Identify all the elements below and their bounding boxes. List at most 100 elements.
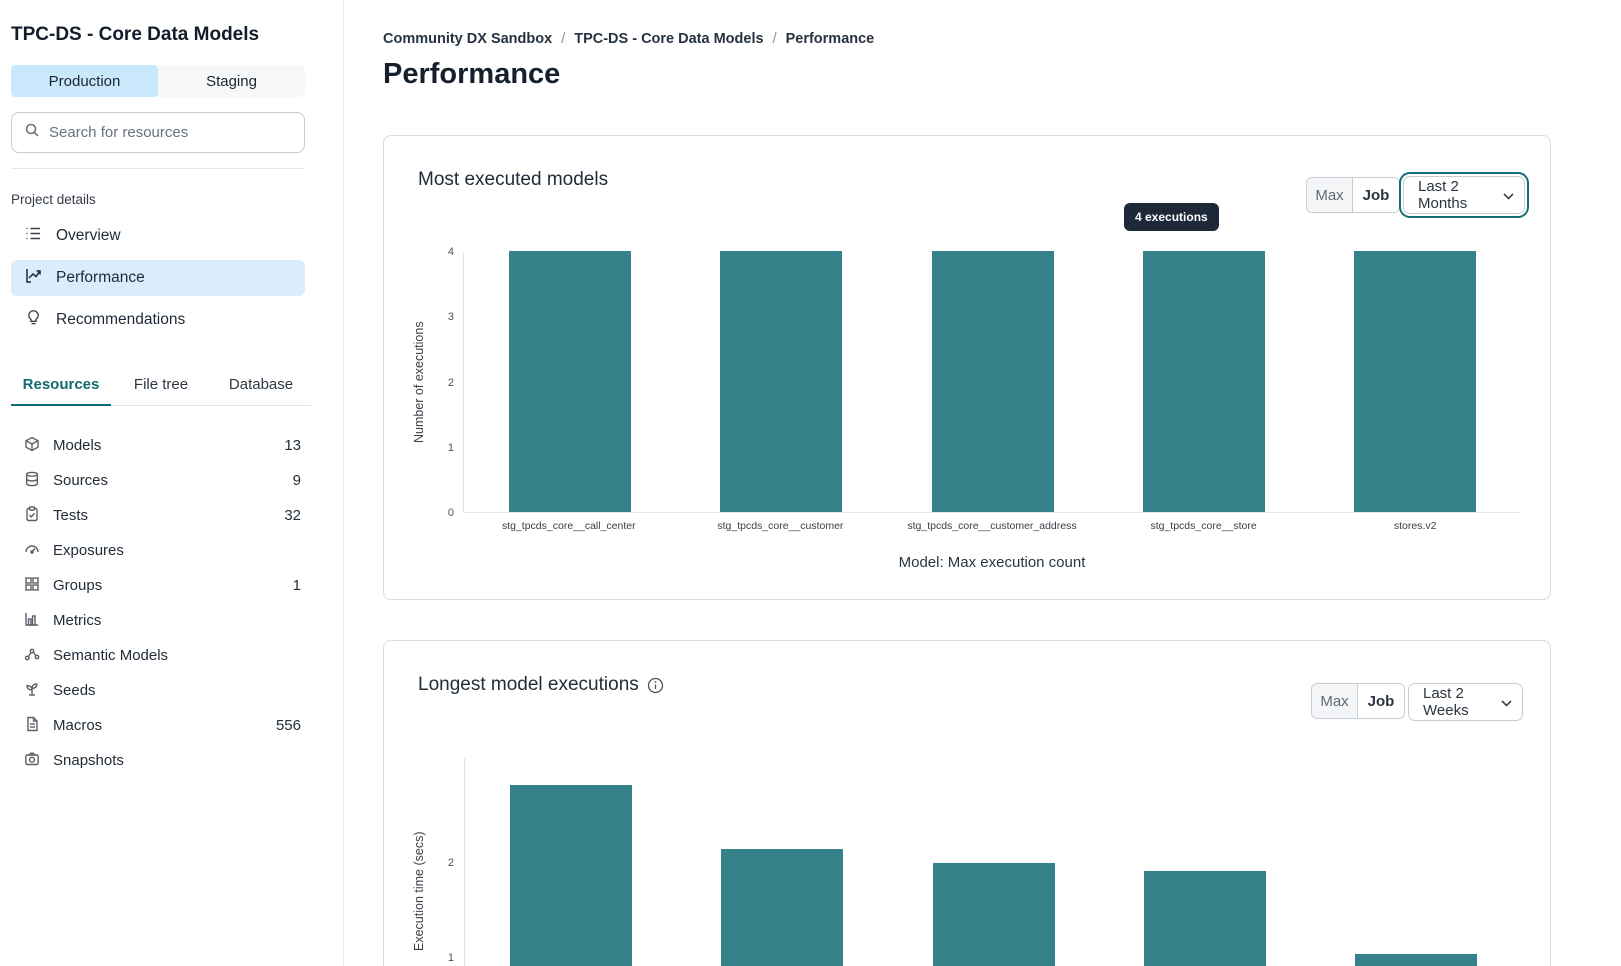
resource-label: Sources <box>53 472 109 489</box>
bar-cell <box>465 758 676 966</box>
max-button[interactable]: Max <box>1312 684 1358 718</box>
resource-count: 9 <box>292 472 301 489</box>
x-tick-label: stg_tpcds_core__customer <box>717 520 844 532</box>
bar[interactable] <box>1355 954 1478 966</box>
x-tick-label: stg_tpcds_core__customer_address <box>907 520 1077 532</box>
trend-chart-icon <box>25 267 42 289</box>
page-title: Performance <box>383 58 561 90</box>
tab-file-tree[interactable]: File tree <box>111 368 211 406</box>
plot-area <box>464 758 1522 966</box>
sidebar-divider <box>11 168 305 169</box>
breadcrumb-separator: / <box>561 31 566 47</box>
list-icon <box>25 225 42 247</box>
bar[interactable] <box>509 785 632 966</box>
plot-area <box>463 251 1521 513</box>
resource-label: Models <box>53 437 102 454</box>
resource-label: Tests <box>53 507 89 524</box>
search-input[interactable] <box>49 124 292 141</box>
job-button[interactable]: Job <box>1358 684 1404 718</box>
time-range-value: Last 2 Months <box>1418 178 1468 212</box>
bar[interactable] <box>1354 251 1477 512</box>
time-range-value: Last 2 Weeks <box>1423 685 1469 719</box>
tab-resources[interactable]: Resources <box>11 368 111 406</box>
y-tick-label: 2 <box>447 377 454 389</box>
resource-label: Exposures <box>53 542 124 559</box>
sidebar-item-label: Recommendations <box>56 311 186 328</box>
max-button[interactable]: Max <box>1307 178 1353 212</box>
grid-icon <box>24 576 40 596</box>
staging-toggle-button[interactable]: Staging <box>158 65 305 97</box>
time-range-dropdown[interactable]: Last 2 Months <box>1399 172 1529 218</box>
resource-item-tests[interactable]: Tests 32 <box>11 498 305 533</box>
resource-item-groups[interactable]: Groups 1 <box>11 568 305 603</box>
environment-toggle: Production Staging <box>11 65 305 97</box>
y-tick-label: 2 <box>447 857 454 869</box>
job-button-label: Job <box>1362 186 1390 204</box>
sidebar-item-overview[interactable]: Overview <box>11 218 305 254</box>
sidebar: TPC-DS - Core Data Models Production Sta… <box>0 0 344 966</box>
bar-cell <box>675 251 886 512</box>
main-content: Community DX Sandbox / TPC-DS - Core Dat… <box>344 0 1621 966</box>
x-tick-label: stores.v2 <box>1393 520 1437 532</box>
tab-database[interactable]: Database <box>211 368 311 406</box>
job-button[interactable]: Job <box>1353 178 1399 212</box>
resource-item-models[interactable]: Models 13 <box>11 428 305 463</box>
longest-model-executions-card: Longest model executions Max Job Last 2 … <box>383 640 1551 966</box>
resource-item-sources[interactable]: Sources 9 <box>11 463 305 498</box>
production-toggle-button[interactable]: Production <box>11 65 158 97</box>
aggregation-toggle: Max Job <box>1306 177 1400 213</box>
cube-icon <box>24 436 40 456</box>
resource-item-semantic-models[interactable]: Semantic Models <box>11 638 305 673</box>
x-axis-label: Model: Max execution count <box>898 554 1086 571</box>
sidebar-item-performance[interactable]: Performance <box>11 260 305 296</box>
project-details-nav: Overview Performance Recommendations <box>11 218 305 344</box>
bar-cell <box>1311 758 1522 966</box>
bar[interactable] <box>1142 251 1265 512</box>
bar[interactable] <box>721 849 844 966</box>
project-details-heading: Project details <box>11 192 96 207</box>
bar[interactable] <box>931 251 1054 512</box>
time-range-dropdown[interactable]: Last 2 Weeks <box>1408 683 1523 721</box>
resource-item-exposures[interactable]: Exposures <box>11 533 305 568</box>
bar[interactable] <box>508 251 631 512</box>
info-icon[interactable] <box>647 677 664 694</box>
bar-cell <box>1099 758 1310 966</box>
y-tick-label: 4 <box>447 246 454 258</box>
bar-cell <box>1098 251 1309 512</box>
resource-label: Macros <box>53 717 103 734</box>
card-title: Longest model executions <box>418 674 664 696</box>
document-icon <box>24 716 40 736</box>
sprout-icon <box>24 681 40 701</box>
sidebar-item-recommendations[interactable]: Recommendations <box>11 302 305 338</box>
resource-count: 32 <box>284 507 301 524</box>
y-axis-ticks: 0 1 2 3 4 <box>424 246 454 519</box>
breadcrumb: Community DX Sandbox / TPC-DS - Core Dat… <box>383 31 874 47</box>
breadcrumb-item-account[interactable]: Community DX Sandbox <box>383 31 553 47</box>
breadcrumb-separator: / <box>772 31 777 47</box>
resource-item-metrics[interactable]: Metrics <box>11 603 305 638</box>
resources-list: Models 13 Sources 9 Tests <box>11 428 305 778</box>
job-button-label: Job <box>1367 692 1395 710</box>
y-tick-label: 3 <box>447 311 454 323</box>
resource-item-seeds[interactable]: Seeds <box>11 673 305 708</box>
breadcrumb-item-project[interactable]: TPC-DS - Core Data Models <box>574 31 764 47</box>
resource-item-macros[interactable]: Macros 556 <box>11 708 305 743</box>
bar[interactable] <box>1143 871 1266 966</box>
most-executed-models-card: Most executed models Max Job Last 2 Mont… <box>383 135 1551 600</box>
lightbulb-icon <box>25 309 42 331</box>
resource-label: Metrics <box>53 612 102 629</box>
chevron-down-icon <box>1501 694 1512 711</box>
x-tick-label: stg_tpcds_core__store <box>1150 520 1257 532</box>
tab-label: Database <box>228 376 294 393</box>
bar[interactable] <box>932 863 1055 966</box>
bar-chart-icon <box>24 611 40 631</box>
resource-label: Snapshots <box>53 752 124 769</box>
resource-item-snapshots[interactable]: Snapshots <box>11 743 305 778</box>
y-tick-label: 0 <box>447 507 454 519</box>
resource-label: Groups <box>53 577 103 594</box>
resource-count: 556 <box>275 717 301 734</box>
bar[interactable] <box>720 251 843 512</box>
sidebar-tabs: Resources File tree Database <box>11 368 311 406</box>
